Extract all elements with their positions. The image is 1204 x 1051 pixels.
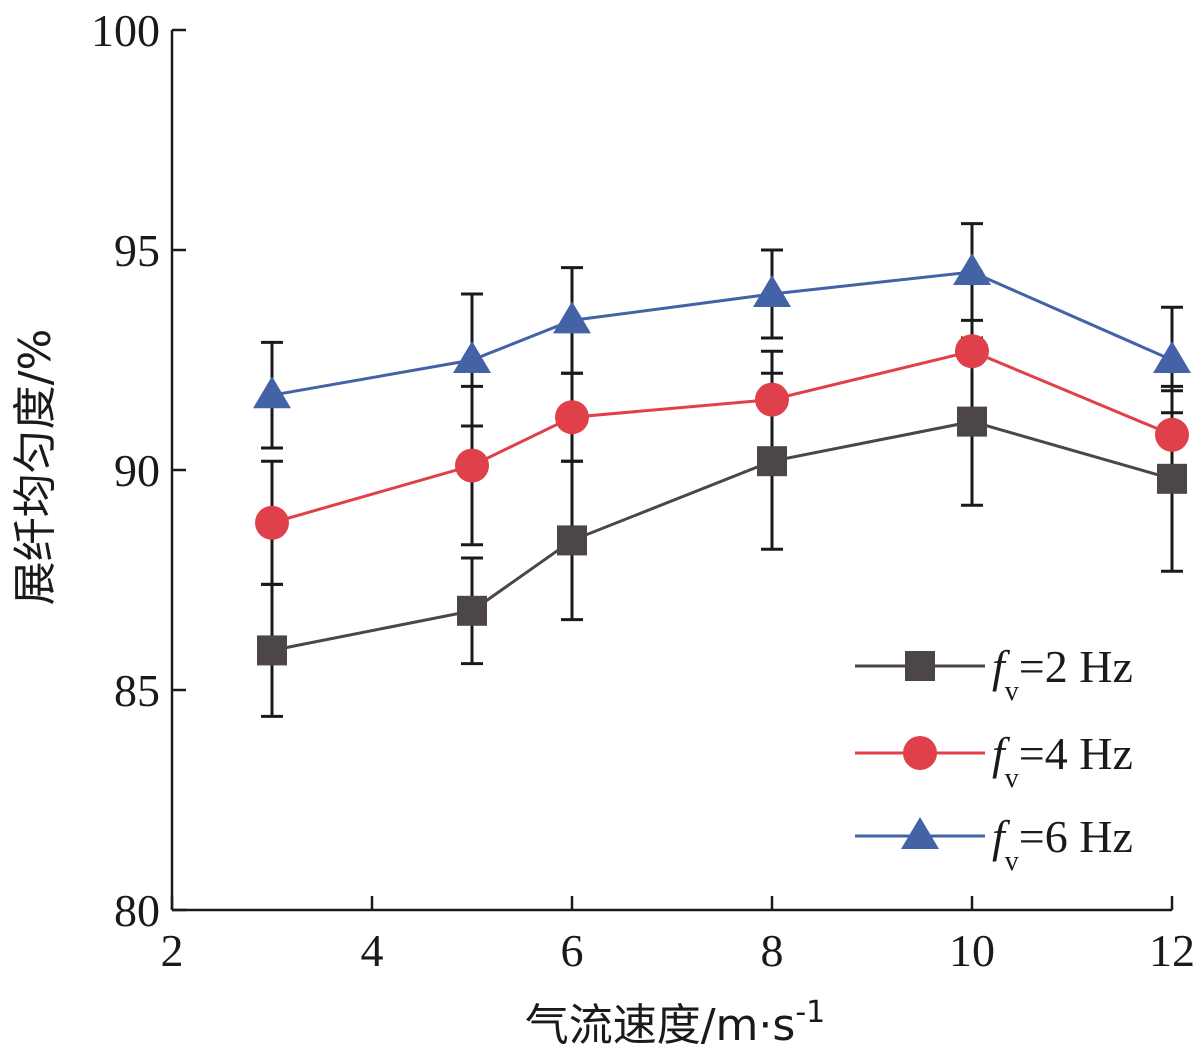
legend: fv=2 Hz fv=4 Hz fv=6 Hz (855, 641, 1133, 877)
data-point (453, 341, 491, 373)
x-tick-label: 10 (949, 925, 995, 976)
data-point (455, 448, 489, 483)
legend-entry: fv=6 Hz (992, 811, 1133, 877)
data-point (1157, 463, 1187, 494)
legend-marker (901, 817, 939, 849)
data-point (255, 505, 289, 540)
data-point (555, 400, 589, 435)
y-tick-label: 95 (114, 225, 160, 276)
x-tick-label: 6 (561, 925, 584, 976)
y-tick-label: 90 (114, 445, 160, 496)
series-line-1 (271, 420, 1173, 652)
x-axis-title: 气流速度/m·s-1 (525, 995, 826, 1051)
y-tick-label: 80 (114, 885, 160, 936)
data-point (1153, 341, 1191, 373)
data-point (553, 301, 591, 334)
series-markers (253, 253, 1191, 666)
data-point (253, 376, 291, 409)
x-tick-label: 2 (161, 925, 184, 976)
data-point (257, 635, 287, 666)
data-point (955, 334, 989, 369)
legend-entry: fv=2 Hz (992, 641, 1133, 707)
series-line-3 (271, 270, 1173, 397)
series-line-2 (271, 349, 1173, 525)
x-tick-label: 4 (361, 925, 384, 976)
x-tick-label: 8 (761, 925, 784, 976)
x-tick-label: 12 (1149, 925, 1195, 976)
legend-marker (903, 736, 937, 770)
legend-entry: fv=4 Hz (992, 728, 1133, 794)
data-point (557, 525, 587, 556)
legend-marker (905, 651, 935, 681)
data-point (755, 382, 789, 417)
data-point (1155, 417, 1189, 452)
y-tick-label: 85 (114, 665, 160, 716)
axes: 2 4 6 8 10 12 80 85 90 95 100 (91, 5, 1195, 976)
data-point (757, 446, 787, 477)
data-point (953, 253, 991, 285)
y-axis-title: 展纤均匀度/% (10, 329, 61, 606)
data-point (753, 275, 791, 307)
y-tick-label: 100 (91, 5, 160, 56)
data-point (957, 406, 987, 437)
series-lines (271, 270, 1173, 652)
data-point (457, 595, 487, 626)
